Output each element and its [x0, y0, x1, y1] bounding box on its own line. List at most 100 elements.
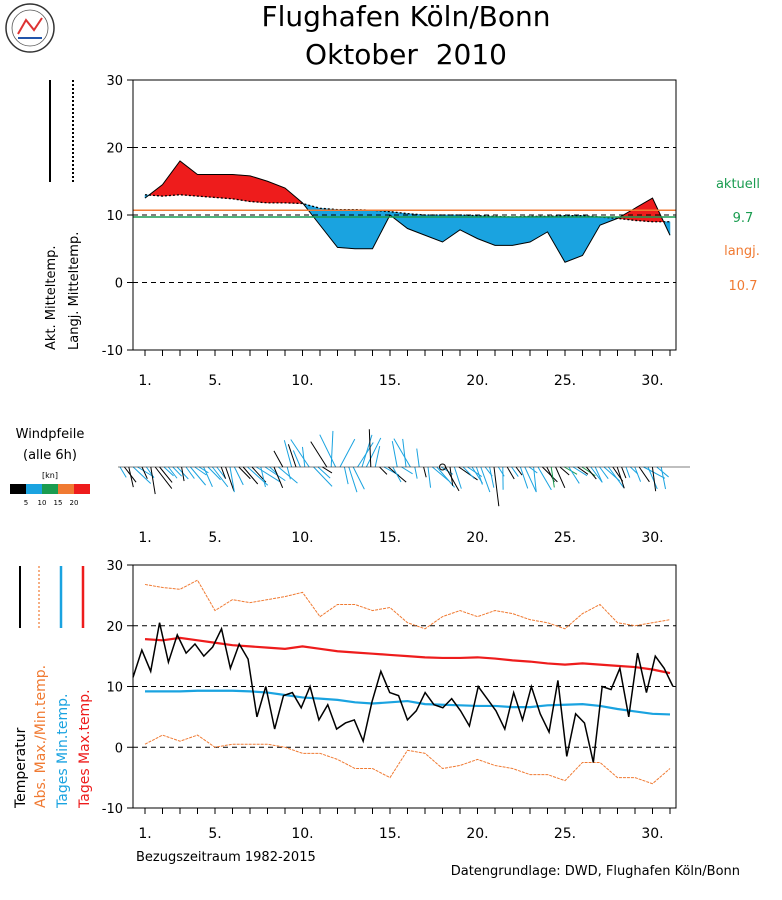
wind-arrow	[233, 466, 244, 486]
wind-arrow	[506, 466, 515, 480]
wind-arrow	[242, 466, 259, 485]
wind-arrow	[343, 466, 349, 485]
series-absmax-line	[144, 579, 671, 630]
wind-arrows	[118, 429, 690, 507]
wind-arrow	[322, 466, 333, 474]
x-tick-label: 25.	[554, 826, 576, 842]
grid-lines	[133, 147, 676, 283]
wind-arrow	[313, 466, 333, 487]
wind-label-line1: Windpfeile	[16, 427, 85, 442]
wind-arrow	[190, 466, 206, 486]
wind-arrow	[537, 466, 552, 491]
wind-arrow	[402, 438, 407, 468]
wind-arrow	[651, 466, 657, 492]
data-source: Datengrundlage: DWD, Flughafen Köln/Bonn	[451, 864, 740, 879]
wind-arrow	[445, 466, 460, 492]
x-tick-label: 25.	[554, 373, 576, 389]
wind-arrow	[330, 430, 334, 468]
calm-marker	[439, 463, 446, 471]
wind-arrow	[368, 429, 372, 468]
wind-arrow	[414, 466, 418, 479]
x-tick-label: 5.	[208, 826, 221, 842]
wind-arrow	[292, 450, 301, 468]
x-tick-label: 5.	[208, 373, 221, 389]
wind-arrow	[634, 466, 642, 482]
y-tick-labels: -10 0 10 20 30	[102, 559, 133, 817]
wind-arrow	[480, 466, 491, 493]
scale-swatch	[26, 484, 42, 494]
ylabel-abs-maxmin: Abs. Max./Min.temp.	[33, 665, 49, 808]
wind-arrow	[290, 439, 310, 468]
cold-anomaly-area	[459, 214, 478, 240]
scale-label: 10	[38, 499, 47, 507]
wind-arrow	[590, 466, 603, 483]
wind-arrow	[287, 444, 297, 468]
wind-arrow	[436, 466, 455, 488]
cold-anomaly-area	[512, 216, 531, 246]
daily-temperature-chart: -10 0 10 20 30 1. 5. 10. 15. 20. 25. 30. Temperatu…	[13, 559, 677, 842]
wind-arrow	[393, 438, 411, 468]
wind-arrow	[203, 466, 213, 487]
wind-arrow	[168, 466, 178, 479]
y-tick-label: 0	[115, 741, 123, 756]
wind-arrow	[273, 450, 284, 468]
y-tick-label: -10	[102, 344, 123, 359]
legend-line-samples	[19, 566, 85, 628]
wind-arrow	[533, 466, 537, 493]
wind-arrow	[577, 466, 589, 475]
cold-anomaly-area	[582, 215, 601, 257]
wind-arrow	[572, 466, 588, 477]
wind-arrow	[519, 466, 529, 489]
wind-arrow	[339, 438, 356, 468]
wind-arrow	[542, 466, 558, 483]
cold-anomaly-area	[494, 216, 513, 246]
wind-arrow	[555, 466, 566, 488]
series-lines	[132, 579, 674, 785]
wind-arrow	[207, 466, 221, 481]
wind-arrow	[607, 466, 625, 488]
wind-arrow	[581, 466, 596, 477]
wind-arrow	[141, 466, 148, 479]
warm-anomaly-area	[214, 174, 233, 200]
wind-arrow	[392, 466, 402, 483]
title-line1: Flughafen Köln/Bonn	[262, 0, 551, 33]
wind-arrow	[132, 466, 152, 484]
y-tick-label: 20	[106, 142, 123, 157]
wind-arrow	[319, 434, 337, 468]
logo-seal	[5, 3, 55, 53]
wind-arrow	[379, 466, 388, 475]
wind-label-line2: (alle 6h)	[23, 448, 77, 463]
anomaly-areas	[133, 160, 676, 264]
wind-arrow	[238, 466, 251, 480]
wind-arrow	[220, 466, 226, 479]
wind-arrow	[301, 446, 306, 468]
legend-line-samples	[49, 80, 74, 182]
y-tick-label: 20	[106, 620, 123, 635]
wind-arrow	[286, 466, 291, 480]
wind-arrow	[374, 446, 381, 468]
wind-arrow	[493, 466, 500, 507]
cold-anomaly-area	[564, 215, 583, 263]
wind-arrow	[647, 466, 658, 490]
x-tick-label: 25.	[554, 530, 576, 546]
wind-arrow	[391, 441, 398, 468]
x-tick-label: 20.	[466, 826, 488, 842]
x-tick-label: 30.	[641, 826, 663, 842]
scale-label: 20	[70, 499, 79, 507]
x-tick-label: 10.	[291, 373, 313, 389]
series-temp-line	[132, 622, 674, 763]
y-tick-label: 10	[106, 209, 123, 224]
wind-arrow	[317, 466, 331, 479]
wind-arrow	[550, 466, 555, 488]
wind-arrow	[423, 466, 427, 478]
legend-aktuell-label: aktuell	[716, 177, 760, 192]
wind-arrow	[361, 434, 373, 468]
wind-arrow	[586, 466, 597, 480]
wind-arrow	[462, 466, 475, 479]
wind-arrow	[616, 466, 625, 489]
warm-anomaly-area	[197, 174, 216, 198]
wind-arrow	[511, 466, 519, 477]
wind-arrow	[599, 466, 609, 479]
x-tick-label: 15.	[379, 530, 401, 546]
